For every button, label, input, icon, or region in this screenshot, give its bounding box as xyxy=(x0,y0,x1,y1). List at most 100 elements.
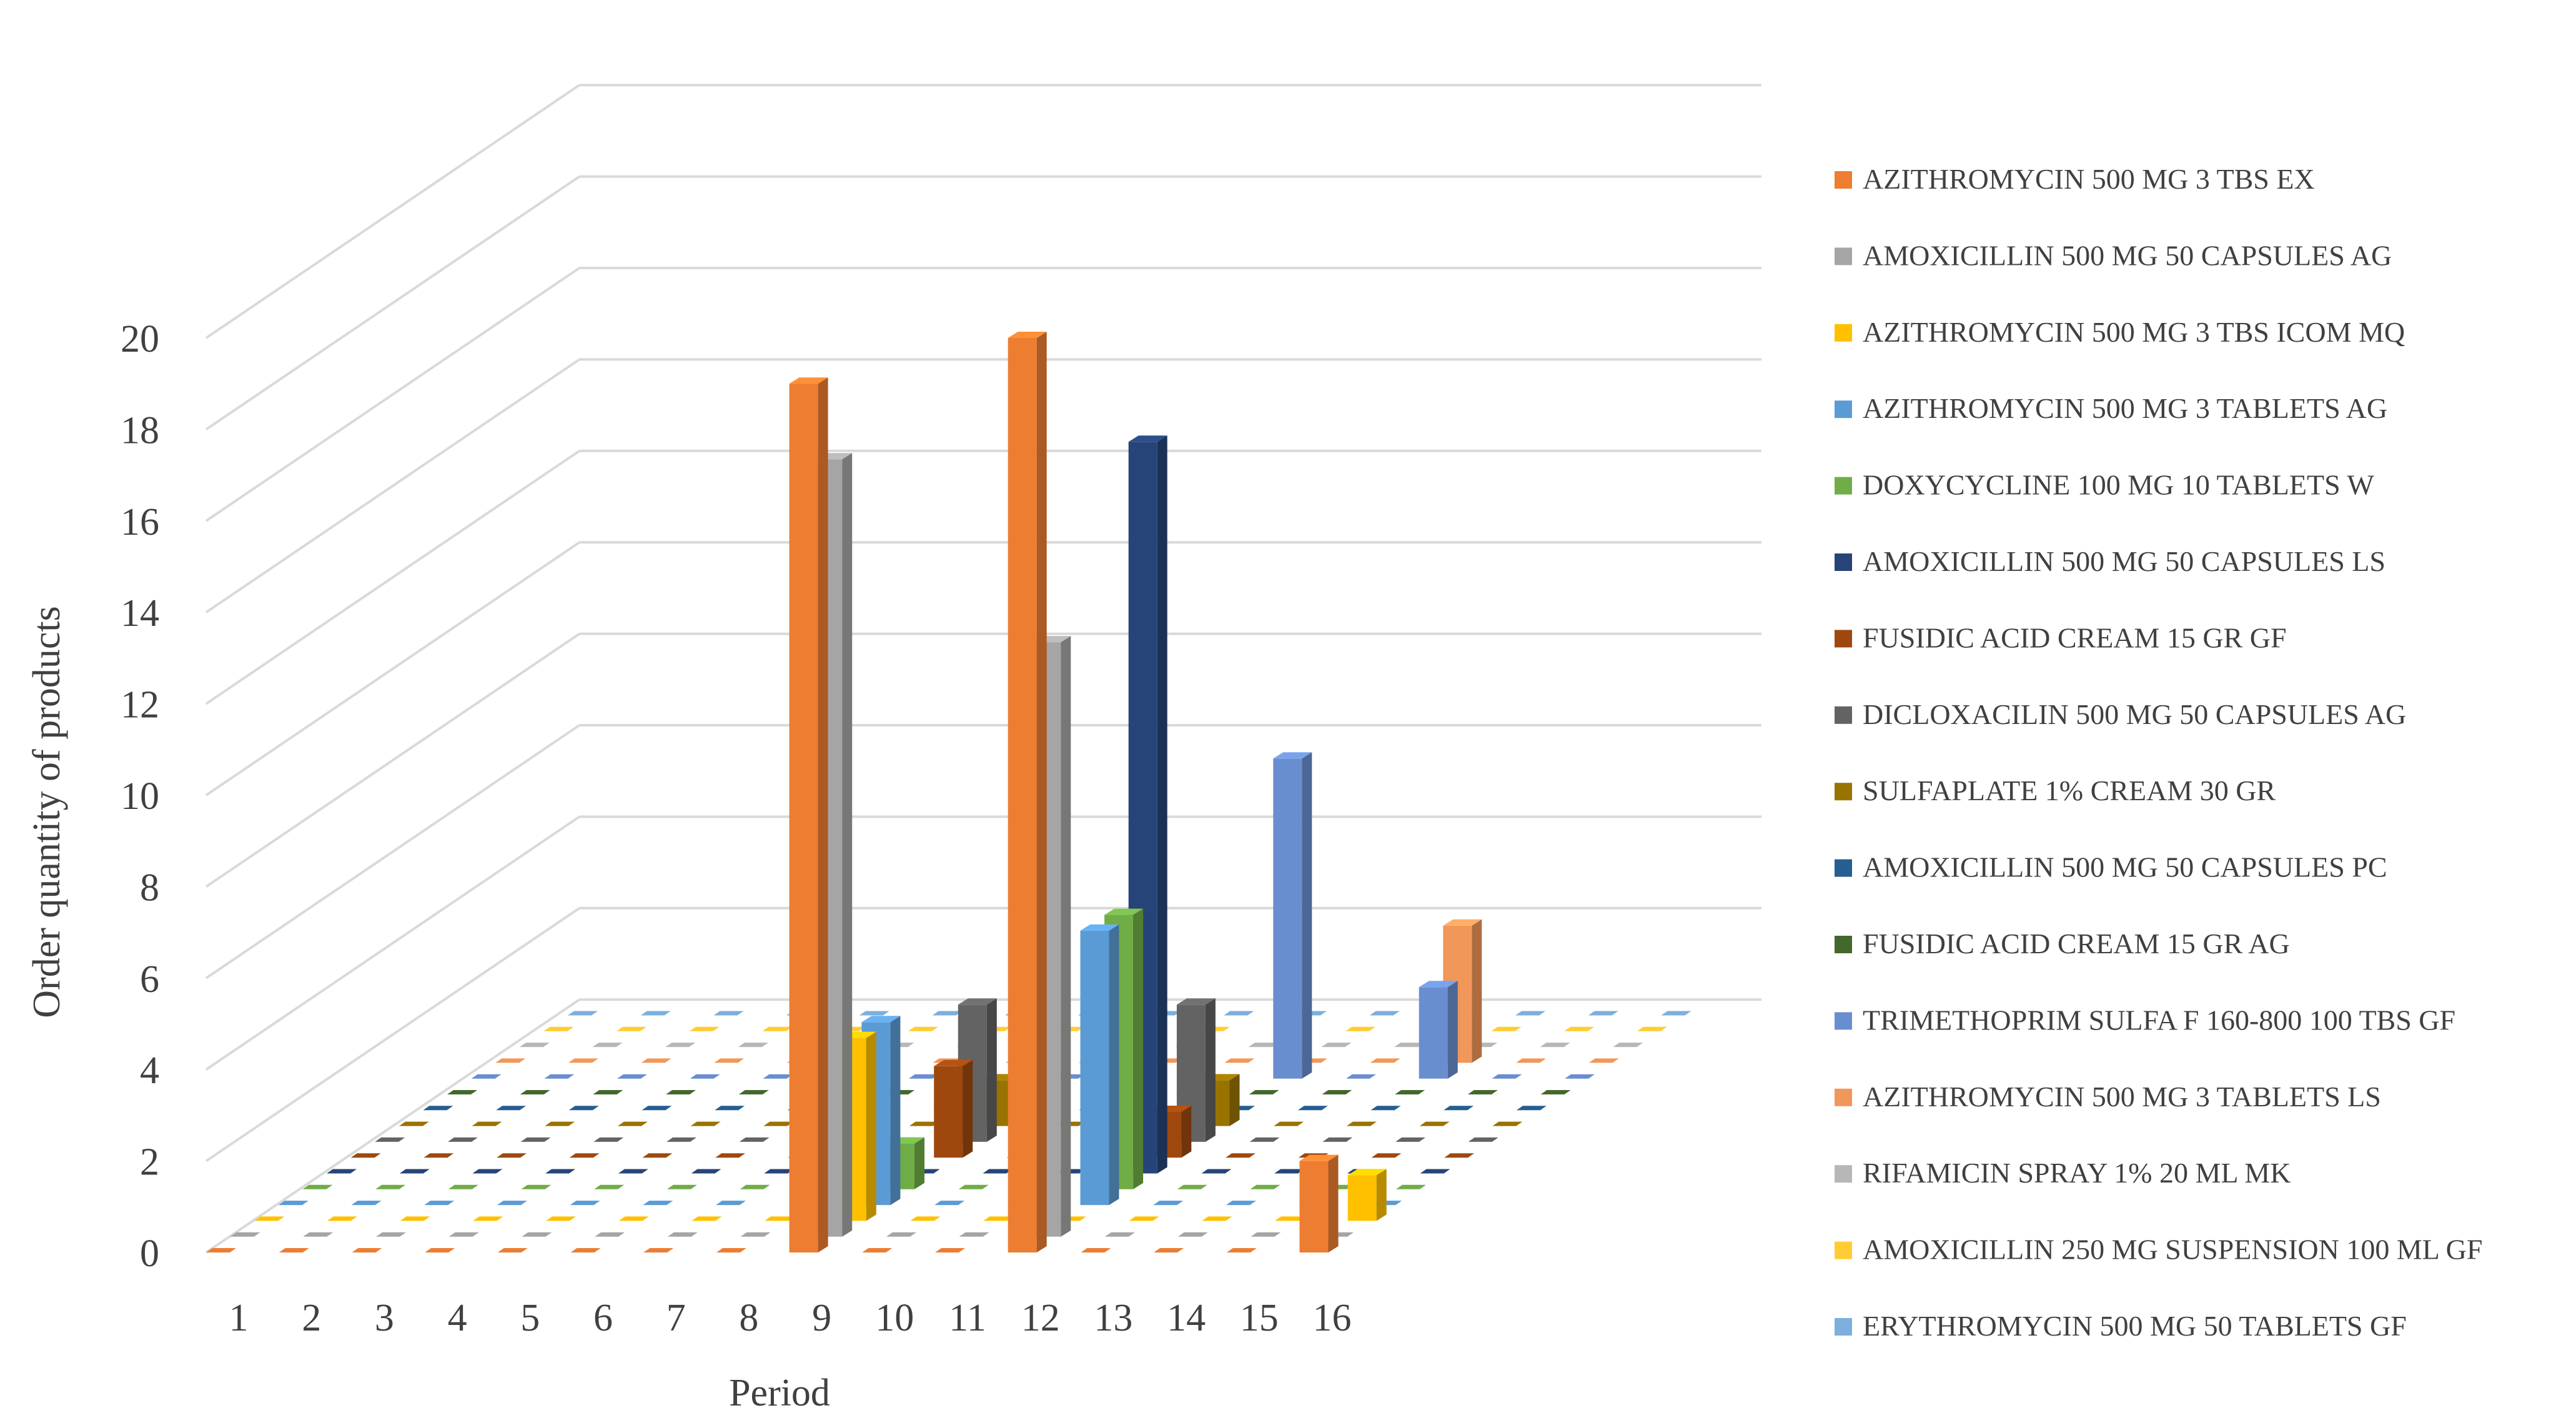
bar-top xyxy=(861,1016,901,1023)
bar-zero xyxy=(1275,1216,1305,1221)
bar-zero xyxy=(763,1121,794,1126)
legend-label: FUSIDIC ACID CREAM 15 GR AG xyxy=(1863,928,2290,959)
bar-zero xyxy=(713,1011,744,1016)
bar-zero xyxy=(1516,1058,1546,1063)
bar-zero xyxy=(641,1058,671,1063)
bar-side xyxy=(1133,908,1144,1189)
legend-label: AMOXICILLIN 500 MG 50 CAPSULES LS xyxy=(1863,545,2385,577)
bar-zero xyxy=(302,1184,333,1189)
bar-zero xyxy=(350,1153,381,1158)
bar-front xyxy=(1008,338,1037,1252)
bar-top xyxy=(934,1059,973,1066)
legend-swatch xyxy=(1835,1165,1852,1183)
bar-zero xyxy=(520,1090,550,1094)
bar-zero xyxy=(570,1201,600,1206)
y-tick-label: 4 xyxy=(140,1049,159,1092)
bar-zero xyxy=(206,1248,236,1252)
bar-zero xyxy=(1226,1248,1257,1252)
bar xyxy=(1299,1154,1339,1252)
bar-zero xyxy=(1516,1106,1547,1111)
bar-top xyxy=(789,377,828,384)
y-tick-label: 20 xyxy=(121,318,159,360)
bar-zero xyxy=(568,1106,599,1111)
bar-zero xyxy=(1274,1169,1305,1174)
bar-zero xyxy=(327,1216,357,1221)
legend-label: ERYTHROMYCIN 500 MG 50 TABLETS GF xyxy=(1863,1310,2407,1342)
bar-zero xyxy=(497,1248,528,1252)
bar-top xyxy=(1104,908,1144,915)
bar-zero xyxy=(763,1074,793,1079)
bar-zero xyxy=(1395,1137,1425,1142)
bar-side xyxy=(866,1031,876,1221)
bar-zero xyxy=(545,1169,576,1174)
bar-zero xyxy=(543,1026,574,1031)
bars xyxy=(789,332,1482,1253)
y-tick-label: 16 xyxy=(121,501,159,543)
bar-zero xyxy=(425,1248,455,1252)
legend-label: AMOXICILLIN 250 MG SUSPENSION 100 ML GF xyxy=(1863,1234,2482,1266)
legend-label: AZITHROMYCIN 500 MG 3 TBS ICOM MQ xyxy=(1863,316,2405,348)
bar-front xyxy=(789,384,818,1253)
legend-item: DICLOXACILIN 500 MG 50 CAPSULES AG xyxy=(1835,698,2406,730)
bar-zero xyxy=(1588,1058,1619,1063)
bar-zero xyxy=(690,1074,720,1079)
bar-zero xyxy=(568,1058,598,1063)
bar-zero xyxy=(1322,1090,1352,1094)
legend-swatch xyxy=(1835,400,1852,419)
legend-label: RIFAMICIN SPRAY 1% 20 ML MK xyxy=(1863,1157,2291,1189)
bar-zero xyxy=(1444,1153,1475,1158)
x-tick-label: 8 xyxy=(739,1297,758,1339)
x-tick-label: 1 xyxy=(229,1297,249,1339)
bar-zero xyxy=(617,1026,647,1031)
bar-zero xyxy=(1105,1232,1135,1237)
y-tick-label: 8 xyxy=(140,866,159,909)
gridline-diagonal xyxy=(205,175,580,431)
bar-zero xyxy=(909,1121,939,1126)
bar-zero xyxy=(1129,1216,1159,1221)
bar-zero xyxy=(908,1026,938,1031)
bar-top xyxy=(1128,435,1167,442)
bar-side xyxy=(890,1016,901,1206)
bar xyxy=(789,377,828,1253)
bar-zero xyxy=(617,1074,647,1079)
bar-zero xyxy=(593,1090,623,1094)
bar-zero xyxy=(934,1201,965,1206)
bar-zero xyxy=(375,1184,406,1189)
bar-zero xyxy=(1371,1153,1402,1158)
legend-label: DOXYCYCLINE 100 MG 10 TABLETS W xyxy=(1863,469,2374,501)
bar-zero xyxy=(643,1248,674,1252)
x-tick-labels: 1 2 3 4 5 6 7 8 9 10 11 12 13 14 15 16 xyxy=(229,1297,1352,1339)
legend-item: ERYTHROMYCIN 500 MG 50 TABLETS GF xyxy=(1835,1310,2407,1342)
bar-zero xyxy=(546,1216,576,1221)
bar-zero xyxy=(740,1232,771,1237)
bar-zero xyxy=(1226,1201,1256,1206)
bar-side xyxy=(1205,998,1216,1142)
bar-zero xyxy=(496,1106,527,1111)
bar-top xyxy=(1080,924,1119,931)
bar-zero xyxy=(448,1232,479,1237)
bar-zero xyxy=(1224,1058,1255,1063)
bar-zero xyxy=(886,1232,916,1237)
bar-zero xyxy=(908,1074,939,1079)
bar-side xyxy=(1447,981,1458,1079)
bar-side xyxy=(842,453,853,1237)
bar-zero xyxy=(497,1201,527,1206)
legend: AZITHROMYCIN 500 MG 3 TBS EX AMOXICILLIN … xyxy=(1835,163,2482,1342)
bar-zero xyxy=(1177,1232,1208,1237)
bar-zero xyxy=(495,1058,526,1063)
bar-zero xyxy=(544,1074,575,1079)
bar-zero xyxy=(1322,1137,1353,1142)
bar xyxy=(1419,981,1458,1079)
legend-label: AMOXICILLIN 500 MG 50 CAPSULES PC xyxy=(1863,851,2387,883)
bar-zero xyxy=(424,1201,455,1206)
bar xyxy=(1008,332,1047,1252)
bar-zero xyxy=(642,1153,673,1158)
bar-zero xyxy=(618,1169,648,1174)
bar-zero xyxy=(716,1248,746,1252)
bar-zero xyxy=(1202,1216,1232,1221)
bar-zero xyxy=(762,1026,793,1031)
bar-zero xyxy=(1249,1090,1279,1094)
legend-item: SULFAPLATE 1% CREAM 30 GR xyxy=(1835,775,2276,806)
bar-zero xyxy=(1613,1043,1643,1048)
